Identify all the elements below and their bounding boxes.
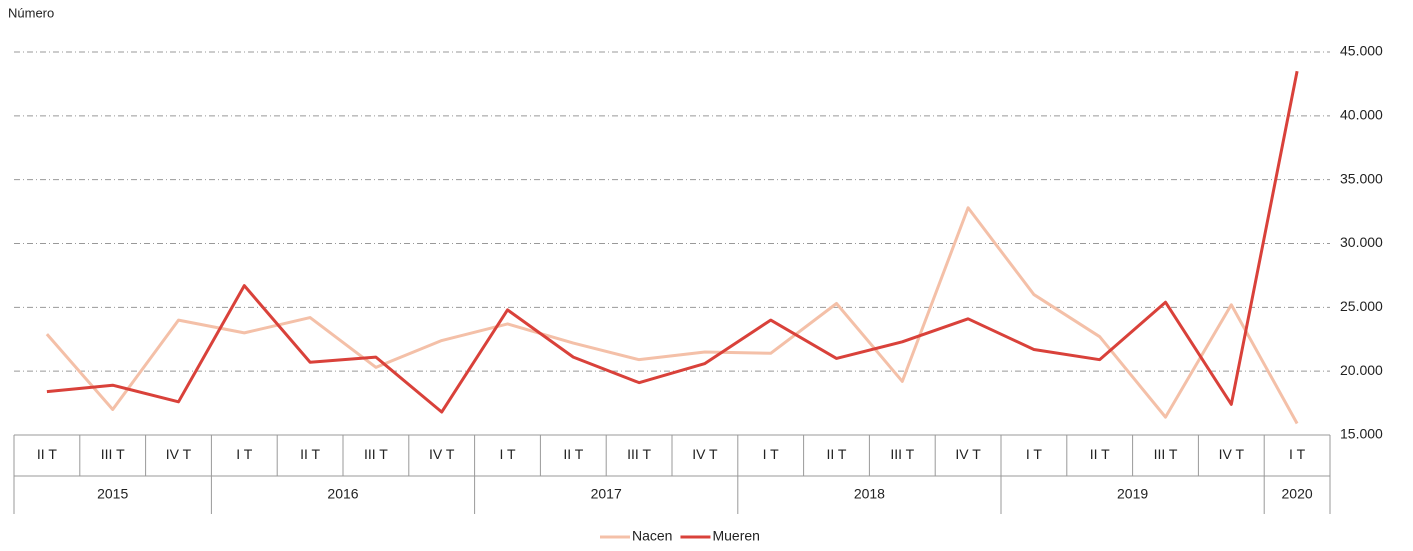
legend-label: Mueren (712, 528, 759, 544)
x-group-label: 2018 (854, 486, 885, 502)
x-tick-label: IV T (1219, 446, 1245, 462)
y-tick-label: 25.000 (1340, 298, 1383, 314)
y-tick-label: 35.000 (1340, 170, 1383, 186)
x-tick-label: I T (1026, 446, 1043, 462)
y-axis-label: Número (8, 5, 54, 20)
series-line (46, 70, 1299, 414)
legend-label: Nacen (632, 528, 672, 544)
x-tick-label: III T (890, 446, 914, 462)
series-line (45, 206, 1299, 425)
x-group-label: 2019 (1117, 486, 1148, 502)
x-tick-label: IV T (955, 446, 981, 462)
x-tick-label: III T (627, 446, 651, 462)
x-tick-label: I T (499, 446, 516, 462)
x-group-label: 2020 (1282, 486, 1313, 502)
x-tick-label: II T (827, 446, 847, 462)
x-tick-label: II T (1090, 446, 1110, 462)
y-tick-label: 15.000 (1340, 426, 1383, 442)
x-tick-label: I T (1289, 446, 1306, 462)
x-tick-label: III T (101, 446, 125, 462)
x-tick-label: II T (563, 446, 583, 462)
x-tick-label: III T (1154, 446, 1178, 462)
x-tick-label: I T (763, 446, 780, 462)
x-tick-label: II T (300, 446, 320, 462)
x-group-label: 2015 (97, 486, 128, 502)
x-group-label: 2017 (591, 486, 622, 502)
y-tick-label: 45.000 (1340, 43, 1383, 59)
y-tick-label: 40.000 (1340, 107, 1383, 123)
x-group-label: 2016 (327, 486, 358, 502)
x-tick-label: II T (37, 446, 57, 462)
x-tick-label: I T (236, 446, 253, 462)
x-tick-label: III T (364, 446, 388, 462)
x-tick-label: IV T (429, 446, 455, 462)
x-tick-label: IV T (166, 446, 192, 462)
x-tick-label: IV T (692, 446, 718, 462)
y-tick-label: 30.000 (1340, 234, 1383, 250)
y-tick-label: 20.000 (1340, 362, 1383, 378)
